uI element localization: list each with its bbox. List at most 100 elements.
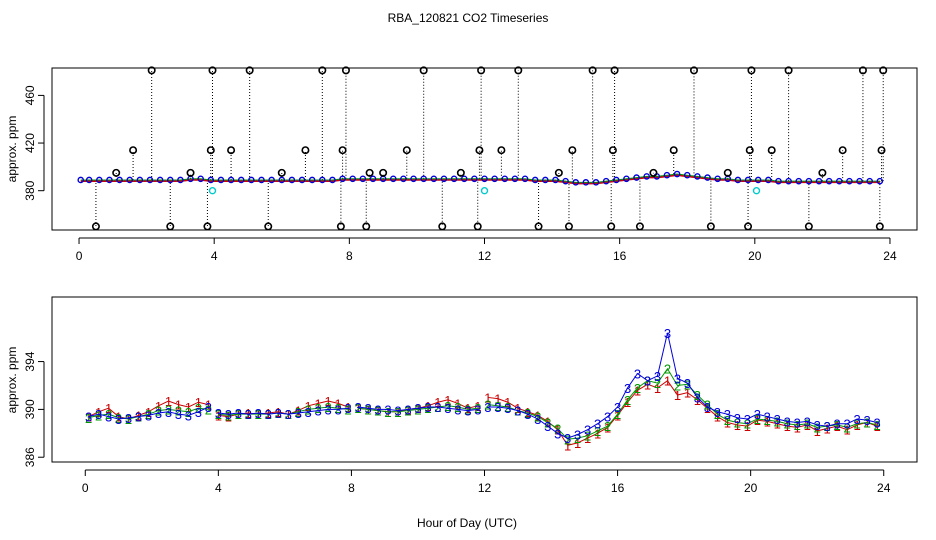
top-x-tick-label: 24 <box>883 249 897 263</box>
series-1-marker: 1 <box>554 423 561 438</box>
series-3-marker: 3 <box>484 400 491 415</box>
series-2-marker: 2 <box>863 416 870 431</box>
series-1-marker: 1 <box>165 394 172 409</box>
series-2-marker: 2 <box>325 400 332 415</box>
bottom-marks: 1 1 11 1 1 1 1 1 1 1 1 11 1 1 1 1 1 1 1 1 1 1 1 1 1 1 1 1 1 1 1 1 1 1 1 1 1 1… <box>85 326 881 453</box>
series-3-marker: 3 <box>414 401 421 416</box>
series-2-marker: 2 <box>474 401 481 416</box>
outlier-point <box>745 146 754 155</box>
series-2-marker: 2 <box>714 407 721 422</box>
outlier-point <box>206 146 215 155</box>
series-3-marker: 3 <box>814 418 821 433</box>
series-3-marker: 3 <box>454 402 461 417</box>
series-3-marker: 3 <box>844 417 851 432</box>
outlier-point <box>301 146 310 155</box>
series-2-marker: 2 <box>315 401 322 416</box>
bottom-y-tick-label: 390 <box>23 399 37 419</box>
series-1-marker: 1 <box>494 392 501 407</box>
baseline-point <box>400 175 407 183</box>
series-3-marker: 3 <box>374 402 381 417</box>
series-1-marker: 1 <box>344 400 351 415</box>
outlier-point <box>689 66 698 75</box>
series-2-marker: 2 <box>344 402 351 417</box>
series-3-marker: 3 <box>175 407 182 422</box>
baseline-point <box>237 176 245 184</box>
baseline-point <box>683 171 691 179</box>
baseline-point <box>369 175 377 183</box>
series-3-marker: 3 <box>165 405 172 420</box>
series-1-marker: 1 <box>135 408 142 423</box>
series-3-marker: 3 <box>185 408 192 423</box>
series-2-marker: 2 <box>664 362 671 377</box>
top-x-tick-label: 0 <box>76 249 83 263</box>
baseline-point <box>298 176 306 184</box>
baseline-point <box>116 176 123 184</box>
top-y-tick-label: 380 <box>23 180 37 200</box>
series-2-marker: 2 <box>354 401 361 416</box>
outlier-point <box>858 66 867 75</box>
series-2-marker: 2 <box>754 412 761 427</box>
outlier-point <box>336 222 345 231</box>
baseline-point <box>440 175 448 183</box>
series-2-line <box>88 407 209 420</box>
baseline-point <box>612 176 620 184</box>
series-1-marker: 1 <box>544 414 551 429</box>
series-2-marker: 2 <box>205 402 212 417</box>
baseline-point <box>704 174 711 181</box>
baseline-point <box>389 175 397 183</box>
series-2-marker: 2 <box>185 405 192 420</box>
series-3-marker: 3 <box>135 410 142 425</box>
series-2-marker: 2 <box>334 401 341 416</box>
series-2-marker: 2 <box>554 422 561 437</box>
outlier-point <box>767 146 776 155</box>
baseline-point <box>248 176 255 184</box>
baseline-point <box>77 176 85 184</box>
baseline-point <box>227 176 235 184</box>
series-3-marker: 3 <box>554 426 561 441</box>
series-1-marker: 1 <box>315 396 322 411</box>
series-2-marker: 2 <box>524 406 531 421</box>
series-2-marker: 2 <box>614 407 621 422</box>
series-3-marker: 3 <box>404 402 411 417</box>
series-2-marker: 2 <box>125 412 132 427</box>
series-2-marker: 2 <box>155 404 162 419</box>
top-x-tick-label: 8 <box>346 249 353 263</box>
series-1-marker: 1 <box>744 419 751 434</box>
series-2-marker: 2 <box>215 407 222 422</box>
series-2-marker: 2 <box>115 411 122 426</box>
series-3-marker: 3 <box>853 412 860 427</box>
outlier-point <box>838 146 847 155</box>
series-3-marker: 3 <box>364 401 371 416</box>
outlier-point <box>186 168 195 177</box>
baseline-point <box>258 176 265 184</box>
baseline-point <box>329 176 336 184</box>
series-1-marker: 1 <box>873 419 880 434</box>
series-3-marker: 3 <box>744 412 751 427</box>
baseline-point <box>623 175 630 183</box>
baseline-point <box>96 176 103 184</box>
bottom-panel: approx. ppm Hour of Day (UTC) 0 4 8 12 16 20 2… <box>5 296 918 530</box>
baseline-point <box>542 176 549 184</box>
series-2-marker: 2 <box>694 388 701 403</box>
series-3-marker: 3 <box>344 401 351 416</box>
series-2-marker: 2 <box>764 413 771 428</box>
baseline-point <box>633 174 640 181</box>
series-2-marker: 2 <box>574 431 581 446</box>
outlier-point <box>554 168 563 177</box>
series-3-marker: 3 <box>784 414 791 429</box>
baseline-point <box>491 175 498 183</box>
series-2-line <box>358 405 478 413</box>
series-3-marker: 3 <box>734 411 741 426</box>
bottom-x-tick-label: 8 <box>348 481 355 495</box>
series-2-marker: 2 <box>774 414 781 429</box>
outlier-point <box>649 168 658 177</box>
outlier-point <box>365 168 374 177</box>
series-1-marker: 1 <box>764 414 771 429</box>
baseline-point <box>805 177 813 185</box>
series-3-marker: 3 <box>195 405 202 420</box>
outlier-point <box>669 146 678 155</box>
series-1-marker: 1 <box>614 408 621 423</box>
baseline-point <box>815 177 823 185</box>
series-3-marker: 3 <box>574 428 581 443</box>
top-axes: 0 4 8 12 16 20 24 380 420 460 <box>23 85 897 263</box>
